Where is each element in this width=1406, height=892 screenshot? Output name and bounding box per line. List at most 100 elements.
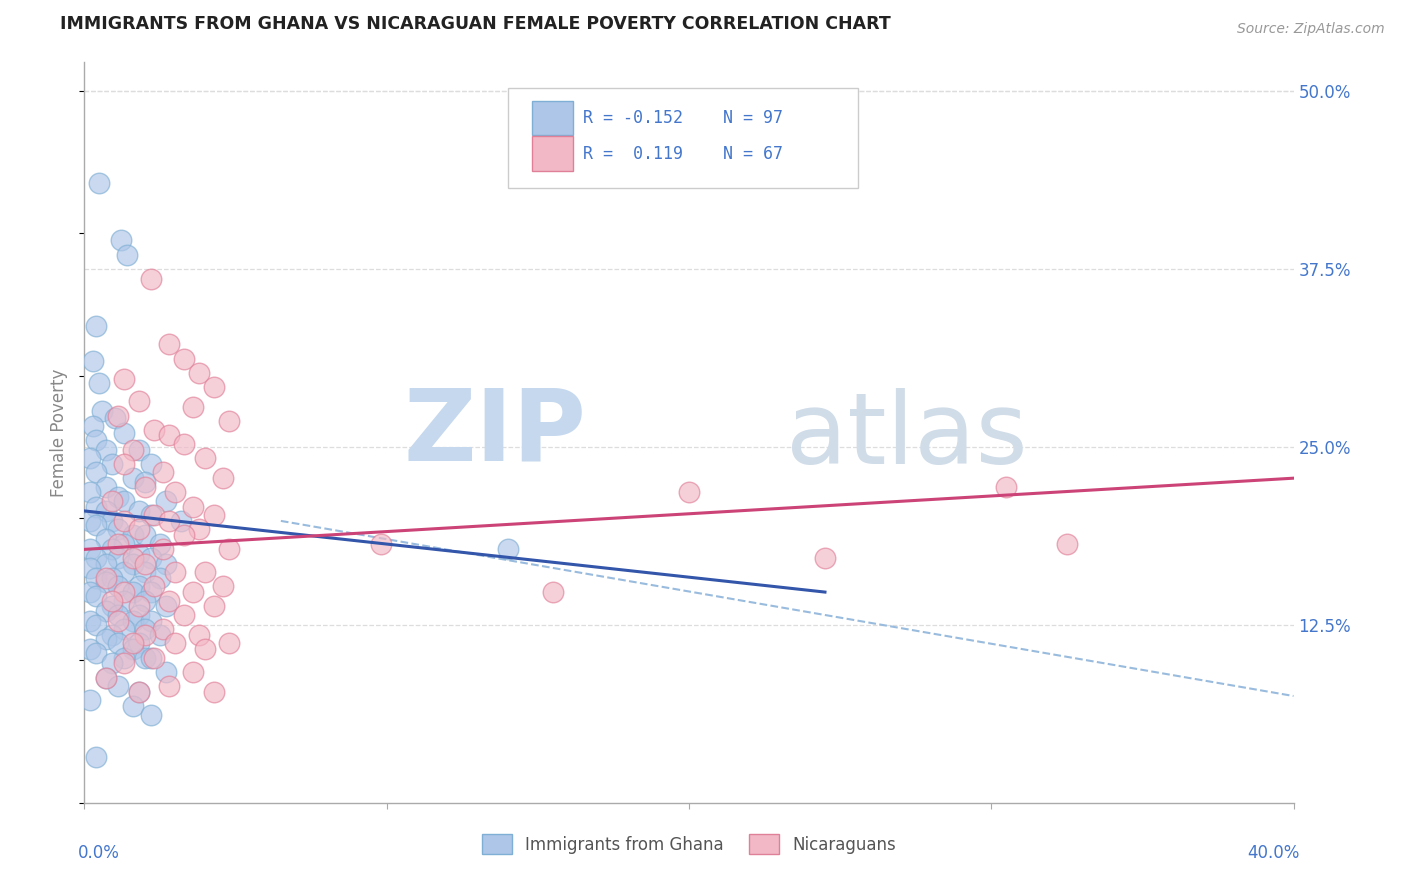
Point <box>112 593 135 607</box>
Point <box>112 514 135 528</box>
Point <box>173 528 195 542</box>
Point <box>139 550 162 565</box>
Point <box>181 400 204 414</box>
Point <box>100 593 122 607</box>
Point <box>128 394 150 409</box>
Point <box>128 636 150 650</box>
Point <box>100 628 122 642</box>
Point <box>128 599 150 614</box>
Point <box>100 571 122 585</box>
Point <box>107 523 129 537</box>
Point <box>142 650 165 665</box>
Point <box>134 475 156 490</box>
Point <box>107 579 129 593</box>
Point <box>121 471 143 485</box>
Text: 40.0%: 40.0% <box>1247 844 1299 862</box>
Point <box>128 504 150 518</box>
Point <box>181 500 204 514</box>
Point <box>107 614 129 628</box>
Legend: Immigrants from Ghana, Nicaraguans: Immigrants from Ghana, Nicaraguans <box>475 828 903 861</box>
Point <box>112 650 135 665</box>
Point <box>91 404 114 418</box>
Point <box>82 418 104 433</box>
Point <box>86 318 108 333</box>
Point <box>194 451 217 466</box>
Point <box>79 585 101 599</box>
Point <box>86 590 108 604</box>
Point <box>139 508 162 523</box>
Point <box>107 679 129 693</box>
Point <box>121 636 143 650</box>
Point <box>86 646 108 660</box>
Point <box>94 604 117 618</box>
Point <box>94 557 117 571</box>
Point <box>107 536 129 550</box>
Point <box>202 380 225 394</box>
Point <box>139 585 162 599</box>
Point <box>678 485 700 500</box>
Point <box>541 585 564 599</box>
Point <box>134 528 156 542</box>
Point <box>100 494 122 508</box>
Point <box>121 557 143 571</box>
Point <box>149 628 172 642</box>
Point <box>121 698 143 713</box>
Point <box>79 485 101 500</box>
Point <box>112 494 135 508</box>
Point <box>110 234 132 248</box>
Point <box>82 354 104 368</box>
Point <box>112 657 135 671</box>
Point <box>94 504 117 518</box>
Point <box>157 514 180 528</box>
Point <box>115 247 138 261</box>
Point <box>112 457 135 471</box>
Point <box>218 542 240 557</box>
Point <box>155 557 177 571</box>
Point <box>128 547 150 561</box>
Point <box>112 622 135 636</box>
Point <box>149 536 172 550</box>
Point <box>134 565 156 579</box>
Text: Source: ZipAtlas.com: Source: ZipAtlas.com <box>1237 22 1385 37</box>
Text: ZIP: ZIP <box>404 384 586 481</box>
Point <box>89 376 111 390</box>
Point <box>142 423 165 437</box>
Point <box>139 272 162 286</box>
Point <box>112 425 135 440</box>
Point <box>134 650 156 665</box>
Point <box>134 593 156 607</box>
Point <box>155 665 177 679</box>
Point <box>128 523 150 537</box>
Point <box>134 480 156 494</box>
Point <box>121 550 143 565</box>
Point <box>202 508 225 523</box>
Point <box>86 466 108 480</box>
Point <box>157 593 180 607</box>
Point <box>202 685 225 699</box>
Point <box>94 671 117 685</box>
Point <box>100 599 122 614</box>
Point <box>181 585 204 599</box>
Point <box>86 571 108 585</box>
FancyBboxPatch shape <box>531 101 572 135</box>
Point <box>86 617 108 632</box>
Point <box>94 533 117 547</box>
Point <box>212 579 235 593</box>
Point <box>94 442 117 457</box>
Point <box>79 451 101 466</box>
Point <box>112 536 135 550</box>
Point <box>112 371 135 385</box>
Point <box>107 607 129 622</box>
Point <box>128 442 150 457</box>
Point <box>107 636 129 650</box>
Point <box>79 693 101 707</box>
Point <box>212 471 235 485</box>
Point <box>79 561 101 575</box>
Text: IMMIGRANTS FROM GHANA VS NICARAGUAN FEMALE POVERTY CORRELATION CHART: IMMIGRANTS FROM GHANA VS NICARAGUAN FEMA… <box>60 15 891 33</box>
Point <box>142 508 165 523</box>
Point <box>165 565 187 579</box>
Point <box>121 442 143 457</box>
Point <box>173 351 195 366</box>
Point <box>86 500 108 514</box>
Point <box>89 177 111 191</box>
